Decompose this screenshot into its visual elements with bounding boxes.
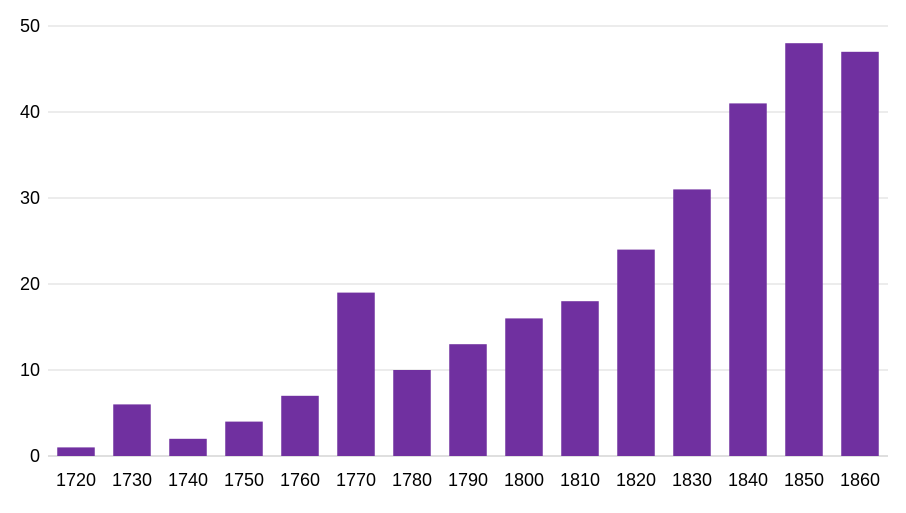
x-tick-label: 1730 [112, 470, 152, 490]
bar-1720 [57, 447, 95, 456]
x-tick-label: 1780 [392, 470, 432, 490]
bar-1750 [225, 421, 263, 456]
y-tick-label: 30 [20, 188, 40, 208]
bar-1860 [841, 51, 879, 457]
bar-1730 [113, 404, 151, 456]
bar-1830 [673, 189, 711, 456]
y-axis-ticks: 0 10 20 30 40 50 [20, 16, 40, 466]
bar-1850 [785, 43, 823, 456]
bar-1810 [561, 301, 599, 456]
x-tick-label: 1810 [560, 470, 600, 490]
x-tick-label: 1830 [672, 470, 712, 490]
bar-1800 [505, 318, 543, 456]
bars [57, 43, 879, 457]
bar-1780 [393, 370, 431, 456]
y-tick-label: 0 [30, 446, 40, 466]
x-tick-label: 1740 [168, 470, 208, 490]
bar-1840 [729, 103, 767, 457]
x-axis-ticks: 1720 1730 1740 1750 1760 1770 1780 1790 1800 1810… [56, 470, 880, 490]
x-tick-label: 1720 [56, 470, 96, 490]
y-tick-label: 20 [20, 274, 40, 294]
x-tick-label: 1760 [280, 470, 320, 490]
x-tick-label: 1840 [728, 470, 768, 490]
x-tick-label: 1750 [224, 470, 264, 490]
x-tick-label: 1800 [504, 470, 544, 490]
bar-1790 [449, 344, 487, 456]
x-tick-label: 1770 [336, 470, 376, 490]
bar-1770 [337, 292, 375, 456]
x-tick-label: 1790 [448, 470, 488, 490]
bar-1760 [281, 395, 319, 456]
bar-1820 [617, 249, 655, 456]
x-tick-label: 1850 [784, 470, 824, 490]
bar-1740 [169, 438, 207, 456]
y-tick-label: 10 [20, 360, 40, 380]
y-tick-label: 40 [20, 102, 40, 122]
y-tick-label: 50 [20, 16, 40, 36]
x-tick-label: 1820 [616, 470, 656, 490]
x-tick-label: 1860 [840, 470, 880, 490]
